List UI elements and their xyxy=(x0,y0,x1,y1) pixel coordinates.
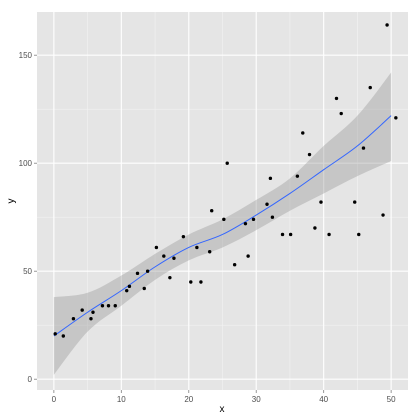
data-point xyxy=(265,202,269,206)
data-point xyxy=(142,286,146,291)
data-point xyxy=(172,256,176,260)
x-tick-label: 40 xyxy=(319,395,328,404)
x-axis-ticks: 0 10 20 30 40 50 xyxy=(52,390,396,404)
data-point xyxy=(295,174,300,178)
data-point xyxy=(80,308,84,312)
major-gridlines xyxy=(37,12,408,390)
x-axis-title: x xyxy=(220,404,225,415)
data-point xyxy=(268,176,273,181)
x-tick-label: 20 xyxy=(184,395,193,404)
data-point xyxy=(127,284,132,289)
x-tick-label: 50 xyxy=(387,395,396,404)
data-point xyxy=(353,200,357,204)
data-point xyxy=(301,131,305,135)
x-tick-label: 10 xyxy=(117,395,126,404)
x-tick-label: 30 xyxy=(252,395,261,404)
data-point xyxy=(313,226,317,230)
data-point xyxy=(100,304,105,308)
minor-gridlines xyxy=(37,12,408,390)
data-point xyxy=(61,334,66,338)
data-point xyxy=(270,215,275,219)
data-points xyxy=(53,23,398,338)
data-point xyxy=(385,23,389,27)
data-point xyxy=(246,254,250,258)
data-point xyxy=(222,217,226,222)
y-tick-label: 100 xyxy=(19,159,33,168)
confidence-band xyxy=(53,72,392,375)
data-point xyxy=(135,271,140,276)
data-point xyxy=(251,217,256,222)
data-point xyxy=(339,111,343,116)
y-axis-title: y xyxy=(6,199,17,204)
data-point xyxy=(334,96,339,101)
data-point xyxy=(307,152,312,157)
y-tick-label: 0 xyxy=(28,375,33,384)
data-point xyxy=(327,232,331,237)
data-point xyxy=(232,263,237,267)
data-point xyxy=(225,161,229,165)
data-point xyxy=(319,200,323,204)
data-point xyxy=(154,245,159,250)
data-point xyxy=(368,85,372,90)
data-point xyxy=(71,317,76,321)
data-point xyxy=(189,280,193,284)
data-point xyxy=(89,317,93,321)
data-point xyxy=(394,116,398,120)
data-point xyxy=(288,232,293,237)
data-point xyxy=(113,304,117,308)
data-point xyxy=(210,209,214,213)
data-point xyxy=(361,146,366,150)
data-point xyxy=(168,275,172,280)
data-point xyxy=(280,232,285,237)
smooth-line xyxy=(53,115,392,337)
data-point xyxy=(199,280,203,284)
data-point xyxy=(162,254,166,258)
data-point xyxy=(357,232,361,237)
y-tick-label: 150 xyxy=(19,51,33,60)
data-point xyxy=(53,332,57,336)
data-point xyxy=(91,310,95,314)
data-point xyxy=(243,221,248,226)
data-point xyxy=(207,250,212,254)
y-axis-ticks: 0 50 100 150 xyxy=(19,51,37,384)
data-point xyxy=(145,269,150,273)
y-tick-label: 50 xyxy=(23,267,32,276)
data-point xyxy=(381,213,385,217)
data-point xyxy=(181,234,186,239)
data-point xyxy=(195,245,199,250)
data-point xyxy=(106,304,111,308)
data-point xyxy=(125,288,129,293)
x-tick-label: 0 xyxy=(52,395,57,404)
